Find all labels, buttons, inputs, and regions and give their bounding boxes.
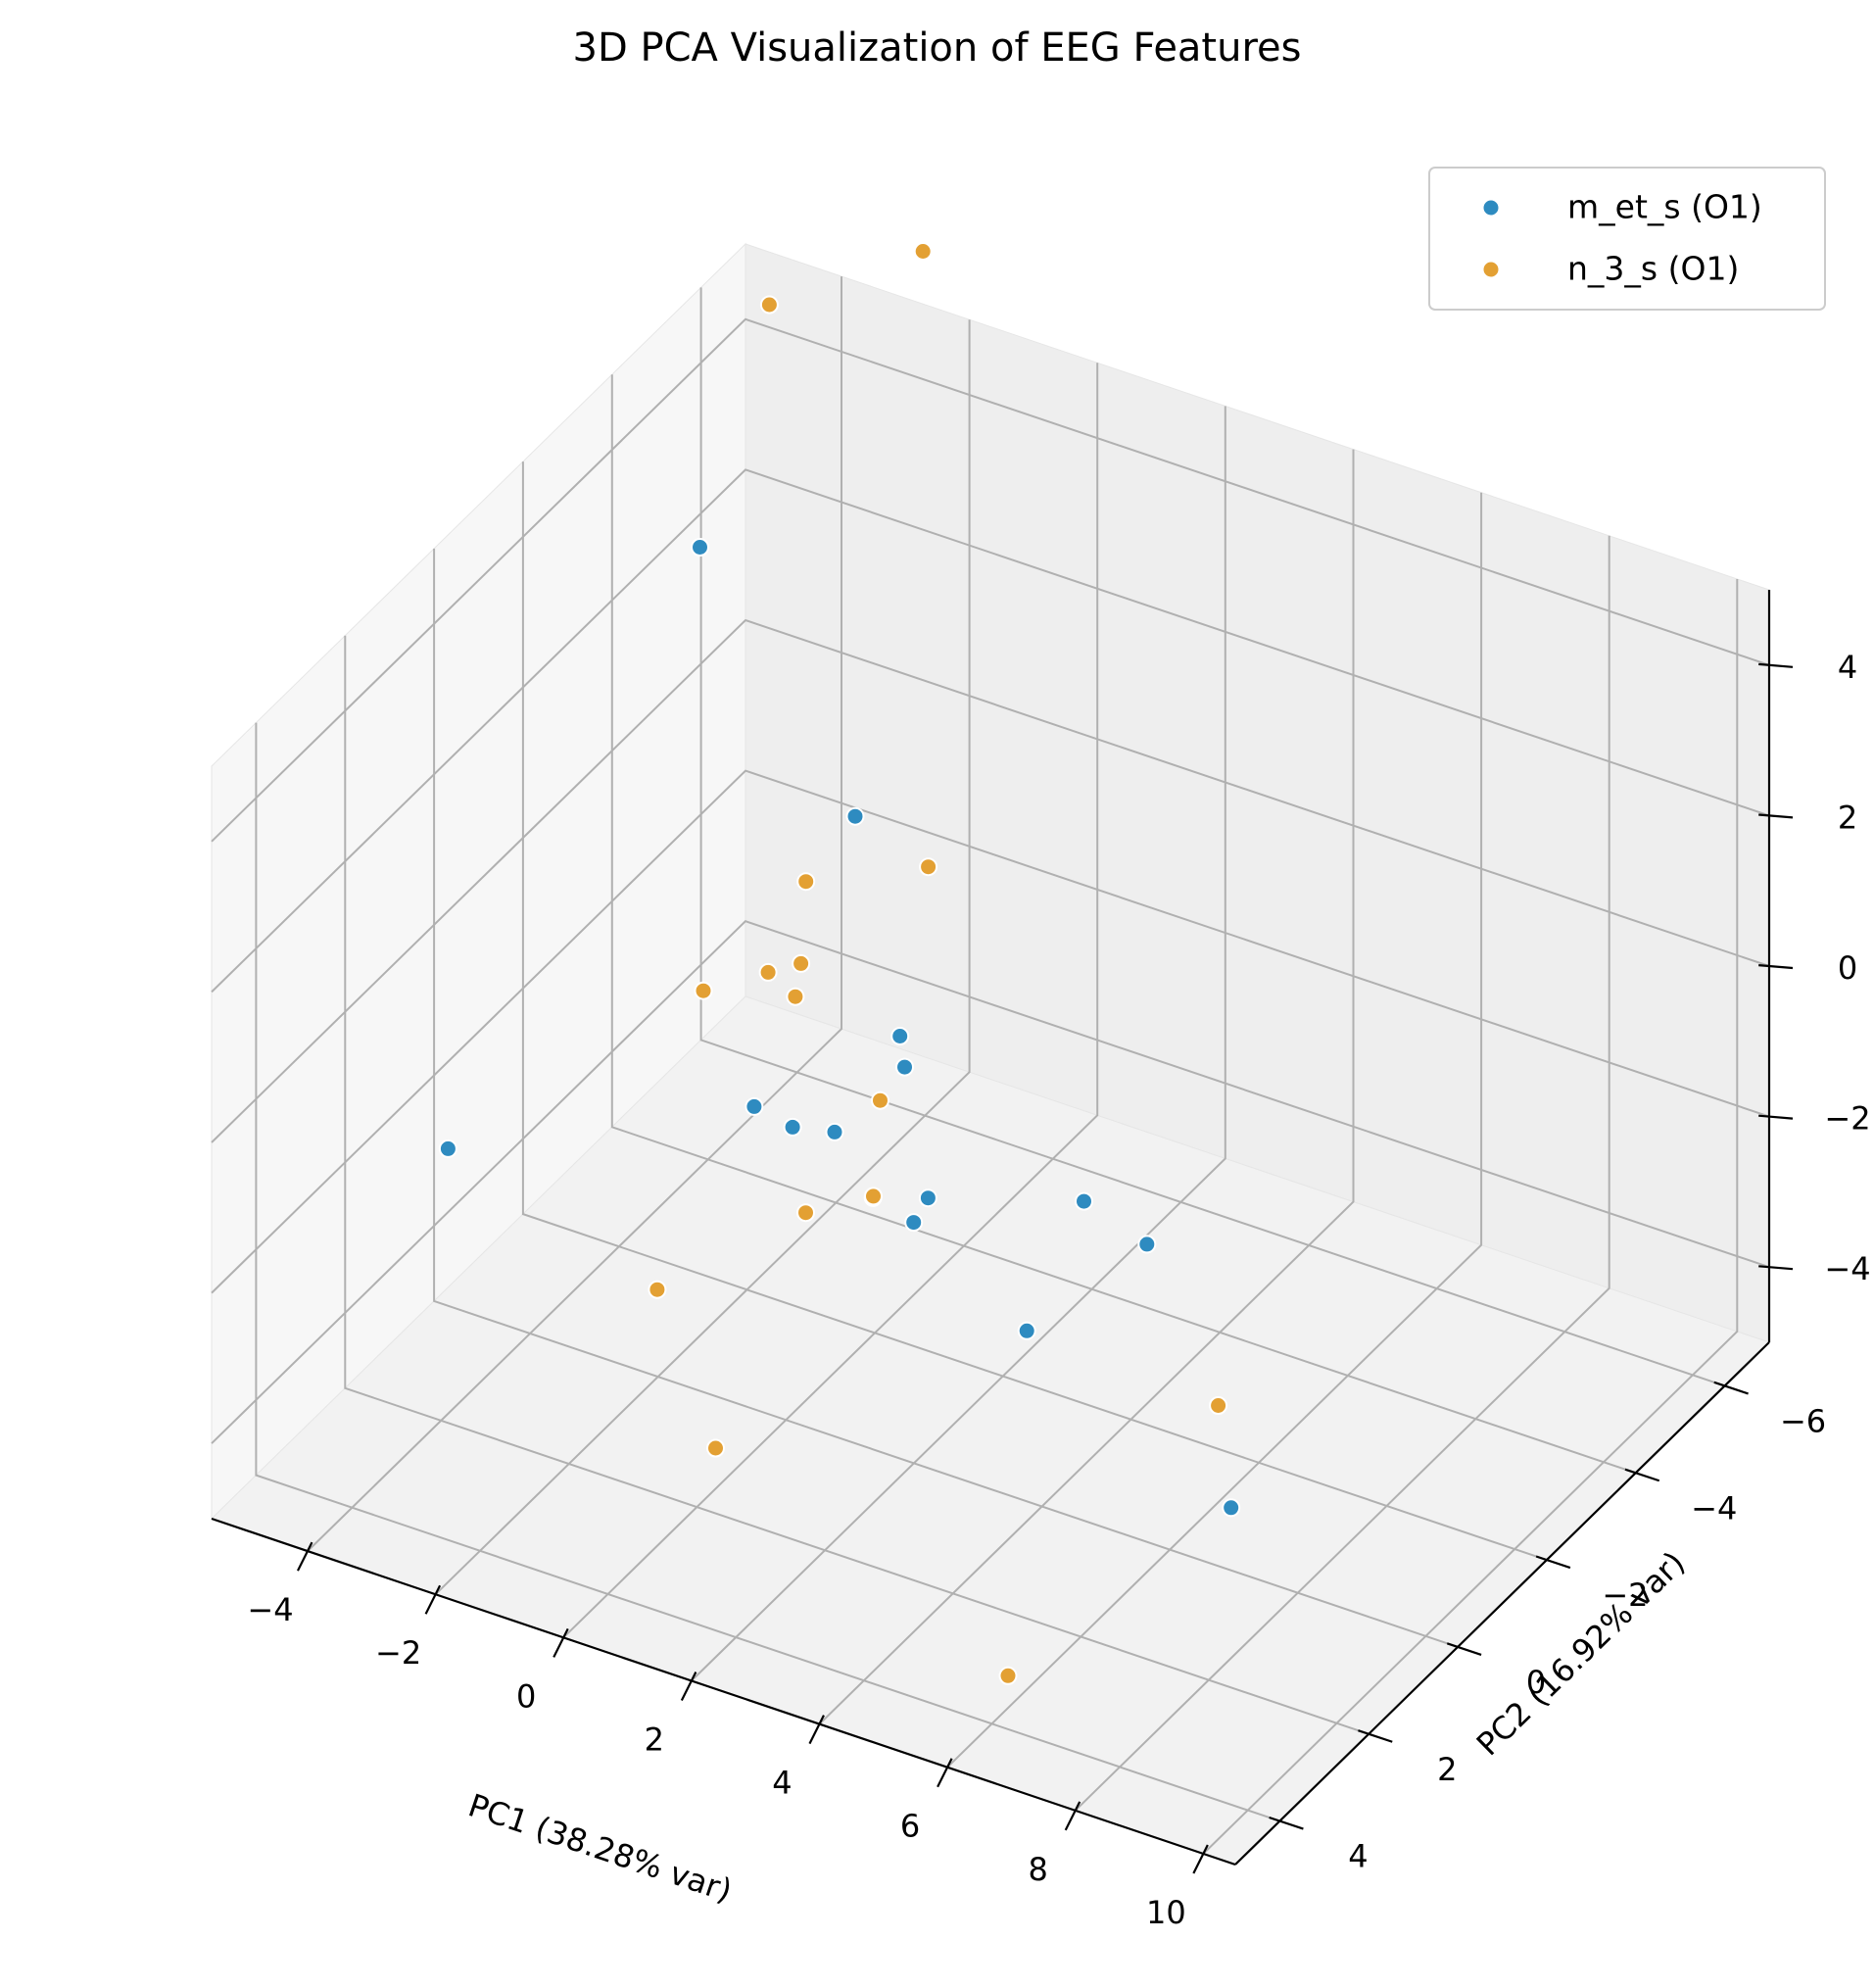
data-point-series-1 <box>1075 1191 1093 1211</box>
data-point-series-2 <box>758 962 778 982</box>
legend-marker <box>1481 198 1501 218</box>
y-gridline <box>255 722 1280 1822</box>
data-point-series-1 <box>1222 1498 1241 1518</box>
x-gridline <box>946 492 1483 1769</box>
data-point-series-1 <box>745 1096 764 1116</box>
y-tick-mark <box>1624 1468 1660 1482</box>
y-tick-label: 0 <box>1526 1664 1546 1701</box>
y-tick-label: 4 <box>1348 1838 1368 1875</box>
data-point-series-1 <box>438 1139 457 1158</box>
z-tick-label: 0 <box>1838 949 1857 987</box>
x-gridline <box>691 406 1226 1682</box>
data-point-series-1 <box>918 1188 937 1208</box>
z-gridline <box>211 468 1770 994</box>
x-tick-label: 4 <box>772 1765 792 1802</box>
data-point-series-2 <box>759 295 779 315</box>
chart-title: 3D PCA Visualization of EEG Features <box>572 25 1302 71</box>
data-point-series-2 <box>919 857 938 877</box>
y-gridline <box>610 374 1637 1475</box>
data-point-series-2 <box>786 987 805 1006</box>
y-axis-line <box>1234 1341 1770 1866</box>
x-tick-label: 0 <box>516 1677 536 1715</box>
x-tick-label: 8 <box>1029 1851 1048 1888</box>
data-point-series-2 <box>871 1091 889 1110</box>
data-point-series-1 <box>845 806 865 826</box>
z-gridline <box>211 317 1770 843</box>
z-gridline <box>211 769 1770 1294</box>
data-point-series-2 <box>694 981 713 1000</box>
z-tick-mark <box>1758 662 1794 668</box>
x-tick-mark <box>296 1541 313 1572</box>
x-gridline <box>307 276 842 1552</box>
data-point-series-1 <box>1137 1235 1157 1254</box>
x-tick-mark <box>424 1584 442 1615</box>
x-tick-mark <box>1192 1844 1209 1874</box>
data-point-series-2 <box>998 1666 1018 1685</box>
y-tick-label: −6 <box>1780 1402 1826 1439</box>
data-point-series-1 <box>691 538 709 557</box>
x-tick-mark <box>808 1715 825 1745</box>
data-point-series-1 <box>890 1027 910 1045</box>
x-tick-mark <box>680 1671 697 1701</box>
legend: m_et_s (O1) n_3_s (O1) <box>1428 167 1826 311</box>
data-point-series-2 <box>796 1203 815 1223</box>
x-tick-label: 2 <box>645 1721 664 1758</box>
z-tick-mark <box>1758 964 1794 970</box>
x-tick-mark <box>553 1627 569 1658</box>
data-point-series-2 <box>648 1280 667 1299</box>
y-tick-mark <box>1535 1555 1571 1570</box>
z-tick-mark <box>1758 1114 1794 1120</box>
z-gridline <box>211 920 1770 1444</box>
data-point-series-1 <box>1017 1321 1036 1340</box>
x-axis-line <box>211 1517 1236 1867</box>
data-point-series-2 <box>913 242 933 261</box>
legend-marker <box>1481 260 1501 279</box>
z-gridline <box>211 618 1770 1143</box>
x-gridline <box>818 449 1355 1725</box>
z-tick-label: 4 <box>1838 649 1857 686</box>
y-tick-mark <box>1446 1642 1482 1656</box>
data-point-series-2 <box>706 1438 725 1458</box>
y-tick-label: −2 <box>1602 1576 1648 1614</box>
y-tick-label: −4 <box>1691 1489 1737 1527</box>
data-point-series-1 <box>825 1122 844 1141</box>
y-gridline <box>521 461 1548 1562</box>
y-gridline <box>433 548 1459 1648</box>
z-tick-label: −4 <box>1824 1250 1870 1287</box>
x-gridline <box>1075 535 1610 1812</box>
data-point-series-2 <box>1209 1396 1228 1415</box>
y-gridline <box>344 635 1369 1735</box>
x-tick-mark <box>937 1758 953 1788</box>
y-tick-mark <box>1269 1816 1304 1830</box>
y-tick-label: 2 <box>1437 1751 1457 1788</box>
x-tick-label: 6 <box>900 1808 920 1845</box>
x-axis-label: PC1 (38.28% var) <box>463 1786 736 1910</box>
x-tick-label: −4 <box>247 1591 293 1628</box>
data-point-series-2 <box>864 1187 883 1206</box>
y-tick-mark <box>1713 1381 1749 1395</box>
data-point-series-1 <box>895 1057 914 1077</box>
x-gridline <box>434 319 971 1595</box>
data-point-series-1 <box>783 1117 802 1137</box>
x-gridline <box>562 363 1099 1639</box>
legend-label: m_et_s (O1) <box>1567 188 1762 226</box>
data-point-series-2 <box>796 872 816 892</box>
legend-box <box>1428 167 1826 311</box>
legend-label: n_3_s (O1) <box>1567 250 1739 288</box>
x-tick-label: −2 <box>375 1634 421 1672</box>
z-tick-label: −2 <box>1824 1100 1870 1138</box>
x-gridline <box>1202 579 1739 1855</box>
z-tick-mark <box>1758 813 1794 819</box>
z-tick-label: 2 <box>1838 799 1857 836</box>
y-tick-mark <box>1358 1729 1393 1743</box>
x-tick-label: 10 <box>1146 1894 1186 1931</box>
z-tick-mark <box>1758 1265 1794 1271</box>
data-point-series-1 <box>904 1213 924 1233</box>
data-point-series-2 <box>792 953 811 973</box>
x-tick-mark <box>1064 1801 1081 1831</box>
